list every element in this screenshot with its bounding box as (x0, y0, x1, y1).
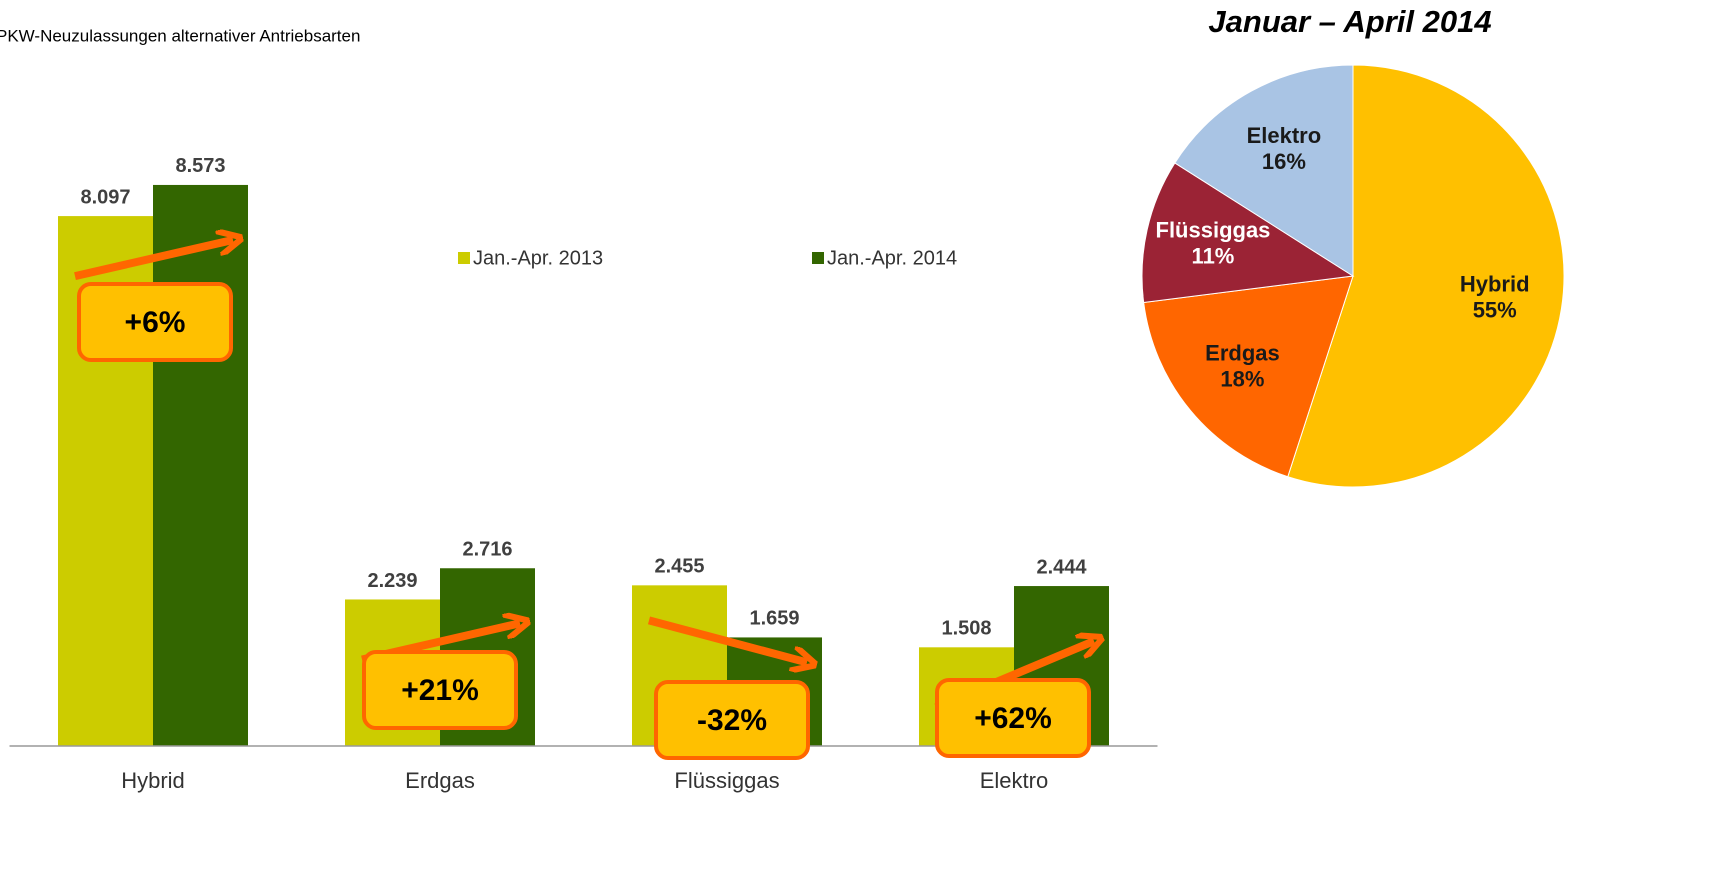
pie-value-label: 11% (1192, 244, 1235, 269)
x-tick-label: Hybrid (121, 768, 185, 793)
x-tick-label: Elektro (980, 768, 1048, 793)
annotation: +6% (125, 306, 186, 339)
pie-label: Erdgas (1205, 340, 1280, 365)
value-label: 8.573 (175, 155, 225, 177)
bar-title: PKW-Neuzulassungen alternativer Antriebs… (0, 26, 360, 45)
legend-label: Jan.-Apr. 2013 (473, 247, 603, 269)
arrow (74, 240, 233, 280)
x-tick-label: Erdgas (405, 768, 475, 793)
pie-slice (1143, 275, 1354, 478)
legend-label: Jan.-Apr. 2014 (827, 247, 957, 269)
annotation: +21% (401, 674, 479, 707)
x-tick-label: Flüssiggas (674, 768, 779, 793)
value-label: 2.455 (654, 556, 704, 578)
value-label: 2.239 (367, 570, 417, 592)
annotation: +62% (974, 702, 1052, 735)
annotation-box (77, 282, 233, 362)
pie-slice (1174, 64, 1354, 277)
pie-value-label: 16% (1262, 149, 1306, 174)
pie-label: Hybrid (1460, 271, 1530, 296)
value-label: 1.659 (749, 608, 799, 630)
value-label: 2.716 (462, 539, 512, 561)
annotation-box (654, 680, 810, 760)
annotation-box (362, 650, 518, 730)
pie-value-label: 55% (1473, 297, 1517, 322)
value-label: 1.508 (941, 618, 991, 640)
annotation-box (935, 678, 1091, 758)
annotation: -32% (697, 704, 767, 737)
value-label: 8.097 (80, 186, 130, 208)
pie-label: Flüssiggas (1156, 218, 1271, 243)
pie-slice (1141, 162, 1355, 304)
pie-title: Januar – April 2014 (1208, 4, 1491, 39)
pie-value-label: 18% (1220, 366, 1264, 391)
legend-swatch (458, 252, 470, 264)
legend-swatch (812, 252, 824, 264)
bar (153, 184, 248, 747)
arrow (647, 616, 807, 662)
pie-label: Elektro (1247, 123, 1322, 148)
pie-slice (1287, 64, 1565, 488)
value-label: 2.444 (1036, 556, 1087, 578)
